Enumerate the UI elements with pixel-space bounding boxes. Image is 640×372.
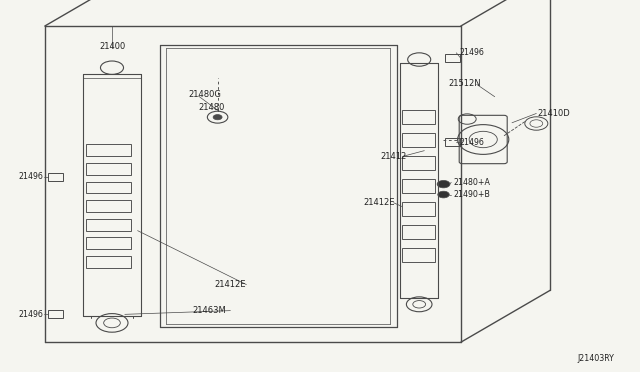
Text: J21403RY: J21403RY — [577, 354, 614, 363]
Bar — [86, 237, 131, 249]
Bar — [402, 179, 435, 193]
Text: 21496: 21496 — [19, 310, 44, 319]
Text: 21412E: 21412E — [214, 280, 246, 289]
Bar — [402, 156, 435, 170]
Text: 21480: 21480 — [198, 103, 225, 112]
Text: 21412: 21412 — [381, 152, 407, 161]
Bar — [86, 219, 131, 231]
Text: 21412E: 21412E — [364, 198, 395, 207]
Bar — [86, 163, 131, 175]
Bar — [445, 138, 460, 146]
Text: 21512N: 21512N — [448, 79, 481, 88]
Text: 21496: 21496 — [460, 138, 484, 147]
Text: 21496: 21496 — [19, 172, 44, 181]
Text: 21480+A: 21480+A — [453, 178, 490, 187]
Bar — [86, 256, 131, 268]
Bar — [402, 248, 435, 262]
Circle shape — [213, 115, 222, 120]
Text: 21490+B: 21490+B — [453, 190, 490, 199]
Bar — [402, 110, 435, 124]
Text: 21410D: 21410D — [538, 109, 570, 118]
Bar — [48, 173, 63, 181]
Bar — [86, 182, 131, 193]
Bar — [402, 133, 435, 147]
Bar — [86, 144, 131, 156]
Bar — [402, 225, 435, 239]
Text: 21463M: 21463M — [192, 306, 226, 315]
Text: 21480G: 21480G — [189, 90, 221, 99]
Bar — [445, 54, 460, 62]
Circle shape — [437, 180, 450, 188]
Bar — [86, 200, 131, 212]
Bar — [402, 202, 435, 216]
Text: 21400: 21400 — [99, 42, 125, 51]
Bar — [48, 310, 63, 318]
Text: 21496: 21496 — [460, 48, 484, 57]
Circle shape — [438, 191, 449, 198]
